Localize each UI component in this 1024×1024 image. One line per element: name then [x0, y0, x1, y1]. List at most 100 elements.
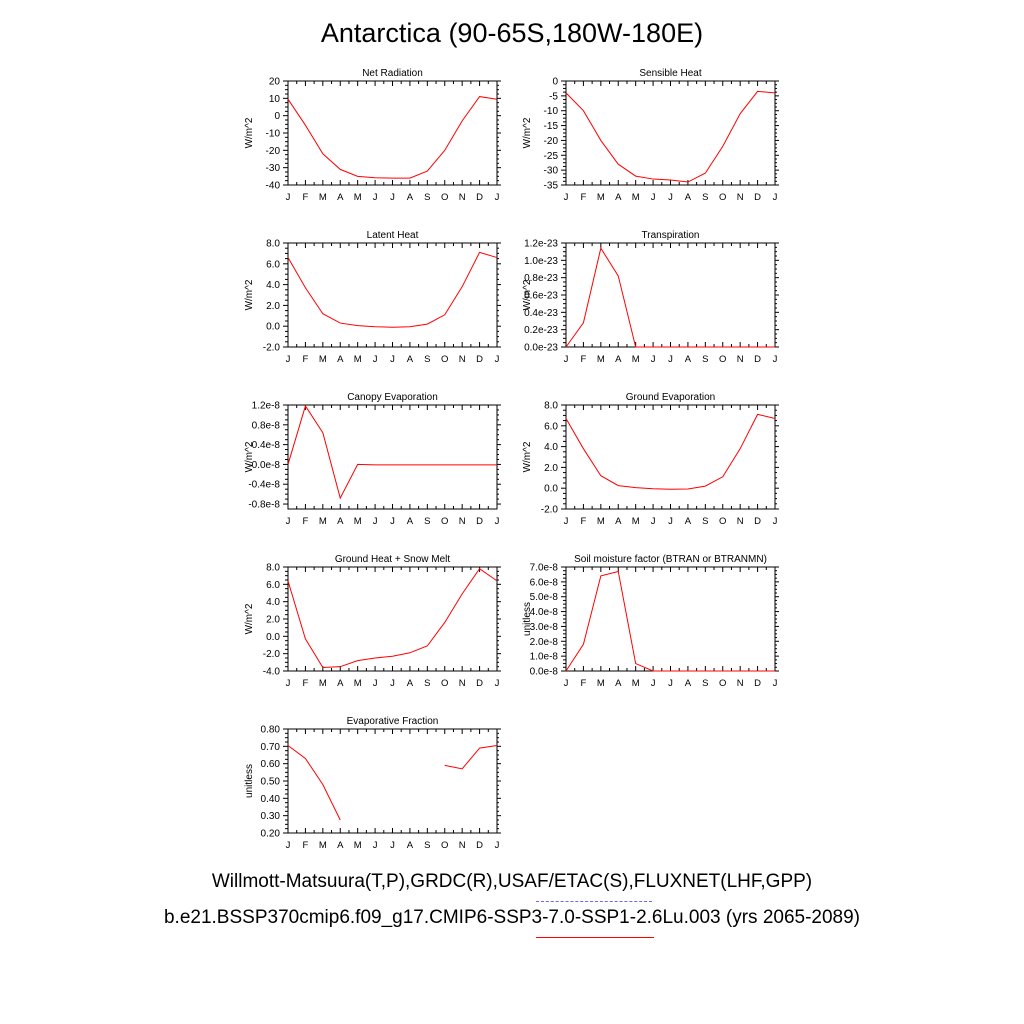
x-tick-label: J — [773, 516, 778, 527]
x-tick-label: J — [390, 678, 395, 689]
y-tick-label: 0.6e-23 — [524, 291, 558, 302]
x-tick-label: J — [373, 192, 378, 203]
y-tick-label: -0.4e-8 — [248, 480, 280, 491]
x-tick-label: S — [702, 354, 708, 365]
y-tick-label: -10 — [266, 129, 281, 140]
y-tick-label: -30 — [544, 166, 559, 177]
x-tick-label: M — [354, 678, 362, 689]
x-tick-label: O — [719, 354, 726, 365]
x-tick-label: A — [407, 678, 414, 689]
x-tick-label: D — [754, 192, 761, 203]
y-tick-label: 3.0e-8 — [530, 622, 559, 633]
y-tick-label: 2.0e-8 — [530, 637, 559, 648]
series-line — [565, 90, 776, 183]
x-tick-label: A — [615, 516, 622, 527]
x-tick-label: M — [354, 516, 362, 527]
x-tick-label: J — [390, 840, 395, 851]
x-tick-label: O — [441, 192, 448, 203]
plot-frame — [287, 728, 498, 834]
x-tick-label: F — [581, 678, 587, 689]
x-tick-label: A — [685, 678, 692, 689]
model-legend-label: b.e21.BSSP370cmip6.f09_g17.CMIP6-SSP3-7.… — [163, 907, 861, 928]
x-tick-label: A — [685, 516, 692, 527]
y-tick-label: -0.8e-8 — [248, 500, 280, 511]
panel-title: Net Radiation — [362, 68, 423, 79]
x-tick-label: D — [754, 354, 761, 365]
x-tick-label: O — [719, 678, 726, 689]
y-tick-label: -25 — [544, 151, 559, 162]
x-tick-label: J — [495, 192, 500, 203]
y-tick-label: 8.0 — [544, 401, 558, 412]
plot-frame — [565, 80, 776, 186]
x-tick-label: O — [441, 678, 448, 689]
x-tick-label: N — [459, 678, 466, 689]
model-legend-line — [536, 937, 654, 938]
x-tick-label: S — [424, 516, 430, 527]
x-tick-label: D — [754, 678, 761, 689]
x-tick-label: J — [286, 516, 291, 527]
y-tick-label: 1.0e-8 — [530, 652, 559, 663]
x-tick-label: M — [319, 516, 327, 527]
x-tick-label: J — [373, 516, 378, 527]
x-tick-label: J — [668, 678, 673, 689]
x-tick-label: S — [702, 678, 708, 689]
y-tick-label: 8.0 — [266, 239, 280, 250]
x-tick-label: J — [668, 192, 673, 203]
y-tick-label: 0.0e-8 — [530, 667, 559, 678]
x-tick-label: A — [685, 354, 692, 365]
y-tick-label: 1.0e-23 — [524, 256, 558, 267]
y-tick-label: 0.0 — [544, 484, 558, 495]
x-tick-label: M — [319, 840, 327, 851]
obs-legend-label: Willmott-Matsuura(T,P),GRDC(R),USAF/ETAC… — [211, 871, 813, 892]
x-tick-label: D — [476, 192, 483, 203]
x-tick-label: O — [719, 516, 726, 527]
y-tick-label: 5.0e-8 — [530, 592, 559, 603]
x-tick-label: A — [615, 354, 622, 365]
x-tick-label: J — [373, 840, 378, 851]
y-tick-label: -20 — [266, 146, 281, 157]
x-tick-label: S — [424, 354, 430, 365]
panel-title: Evaporative Fraction — [347, 716, 439, 727]
x-tick-label: O — [441, 516, 448, 527]
x-tick-label: A — [337, 192, 344, 203]
x-tick-label: J — [668, 516, 673, 527]
x-tick-label: N — [737, 354, 744, 365]
panel-title: Transpiration — [642, 230, 700, 241]
x-tick-label: A — [337, 678, 344, 689]
x-tick-label: M — [597, 516, 605, 527]
y-tick-label: 0.20 — [261, 829, 281, 840]
y-tick-label: 0.0 — [266, 322, 280, 333]
y-axis-label: W/m^2 — [522, 117, 533, 148]
x-tick-label: S — [424, 840, 430, 851]
x-tick-label: M — [632, 516, 640, 527]
y-tick-label: -20 — [544, 136, 559, 147]
y-axis-label: W/m^2 — [244, 117, 255, 148]
x-tick-label: A — [337, 840, 344, 851]
y-axis-label: W/m^2 — [522, 279, 533, 310]
plot-frame — [287, 242, 498, 348]
x-tick-label: M — [632, 192, 640, 203]
x-tick-label: M — [597, 678, 605, 689]
x-tick-label: F — [303, 192, 309, 203]
panel-title: Canopy Evaporation — [347, 392, 438, 403]
y-axis-label: W/m^2 — [244, 441, 255, 472]
y-tick-label: 4.0 — [544, 442, 558, 453]
y-tick-label: 4.0 — [266, 280, 280, 291]
x-tick-label: J — [564, 678, 569, 689]
x-tick-label: S — [702, 192, 708, 203]
y-tick-label: 0.50 — [261, 777, 281, 788]
y-tick-label: -2.0 — [541, 505, 559, 516]
y-tick-label: 0.0e-23 — [524, 343, 558, 354]
x-tick-label: J — [495, 354, 500, 365]
x-tick-label: F — [303, 840, 309, 851]
x-tick-label: F — [303, 516, 309, 527]
x-tick-label: J — [495, 840, 500, 851]
y-tick-label: -4.0 — [263, 667, 281, 678]
y-axis-label: W/m^2 — [244, 279, 255, 310]
series-line — [287, 251, 498, 328]
